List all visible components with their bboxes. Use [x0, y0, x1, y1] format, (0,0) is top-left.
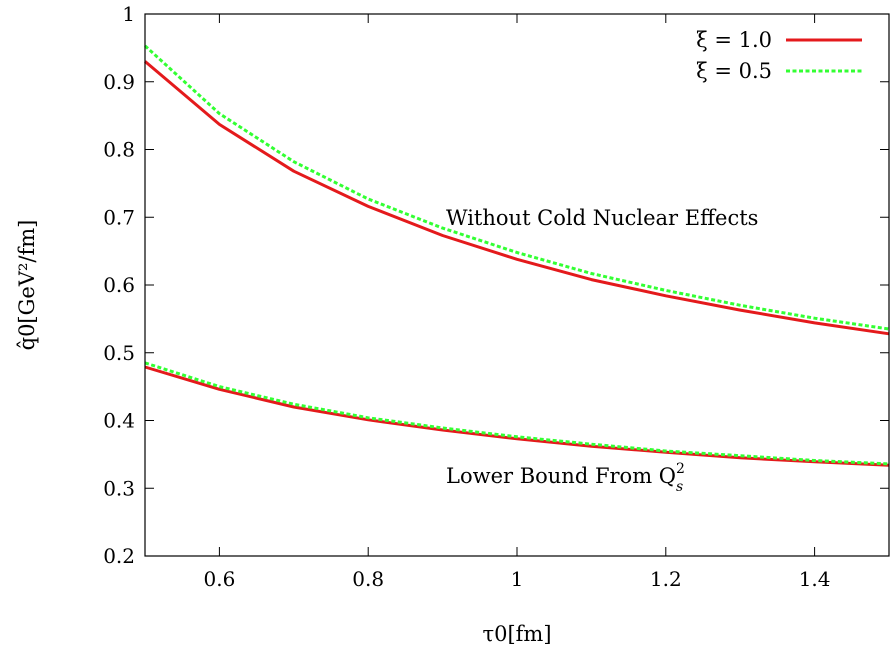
- y-tick-label: 0.3: [103, 476, 135, 500]
- x-tick-label: 1.4: [799, 567, 831, 591]
- annotation-lower-main: Lower Bound From Q: [446, 464, 676, 488]
- series-line-3: [144, 365, 890, 467]
- x-tick-label: 0.6: [203, 567, 235, 591]
- annotation-upper: Without Cold Nuclear Effects: [446, 206, 758, 230]
- y-tick-label: 0.7: [103, 205, 135, 229]
- series-line-2: [143, 44, 890, 331]
- legend: ξ = 1.0 ξ = 0.5: [696, 28, 862, 83]
- x-tick-label: 0.8: [352, 567, 384, 591]
- x-axis-title: τ0[fm]: [482, 622, 551, 646]
- x-tick-label: 1.2: [650, 567, 682, 591]
- y-axis-title: q̂0[GeV²/fm]: [15, 220, 39, 351]
- y-tick-label: 0.4: [103, 409, 135, 433]
- y-tick-label: 0.5: [103, 341, 135, 365]
- series-layer: [143, 44, 890, 467]
- tick-labels: 0.6 0.8 1 1.2 1.4 0.2 0.3 0.4 0.5 0.6 0.7 0.8 0.9 1: [103, 2, 830, 591]
- y-tick-label: 0.9: [103, 70, 135, 94]
- y-tick-label: 1: [122, 2, 135, 26]
- annotation-lower-sup: 2: [676, 461, 685, 477]
- y-tick-label: 0.6: [103, 273, 135, 297]
- y-tick-label: 0.8: [103, 138, 135, 162]
- legend-label-2: ξ = 0.5: [696, 59, 772, 83]
- plot-frame: [144, 13, 890, 557]
- legend-label-1: ξ = 1.0: [696, 28, 772, 52]
- series-line-4: [144, 361, 890, 466]
- annotation-lower: Lower Bound From Q2 s: [446, 461, 685, 495]
- annotation-lower-sub: s: [676, 479, 683, 495]
- series-line-1: [144, 60, 890, 336]
- y-tick-label: 0.2: [103, 544, 135, 568]
- x-tick-label: 1: [511, 567, 524, 591]
